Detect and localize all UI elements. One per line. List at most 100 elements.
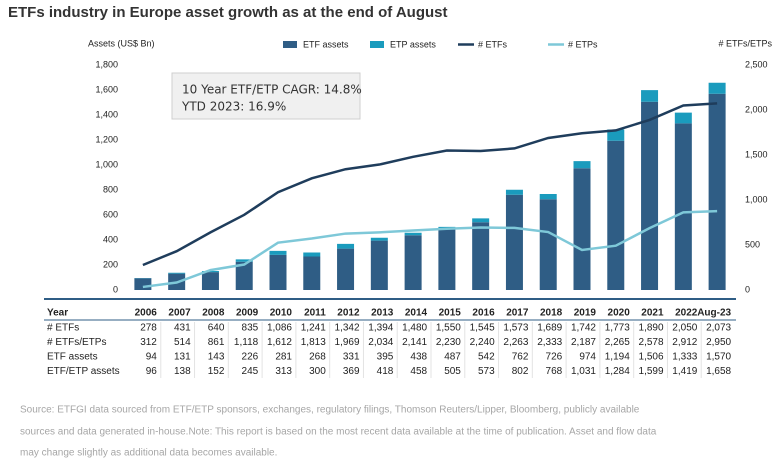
- y-tick-label: 600: [103, 209, 118, 219]
- table-cell: 2,912: [672, 337, 697, 348]
- table-cell: 312: [140, 337, 157, 348]
- table-row-label: ETF/ETP assets: [47, 366, 120, 377]
- table-cell: 2,950: [706, 337, 731, 348]
- table-cell: 861: [208, 337, 225, 348]
- y-axis-label: Assets (US$ Bn): [88, 38, 155, 48]
- y-tick-label: 800: [103, 184, 118, 194]
- table-cell: 2,230: [436, 337, 461, 348]
- y-tick-label: 200: [103, 259, 118, 269]
- table-cell: 1,570: [706, 352, 731, 363]
- table-cell: 278: [140, 323, 157, 334]
- x-tick-label: 2006: [135, 308, 158, 319]
- table-cell: 2,034: [368, 337, 393, 348]
- y2-tick-label: 1,500: [745, 149, 768, 159]
- x-tick-label: 2018: [540, 308, 563, 319]
- x-tick-label: 2017: [506, 308, 529, 319]
- x-tick-label: 2013: [371, 308, 394, 319]
- x-tick-label: 2007: [168, 308, 191, 319]
- bar: [201, 271, 219, 273]
- table-cell: 1,118: [234, 337, 259, 348]
- table-cell: 1,573: [503, 323, 528, 334]
- table-cell: 331: [343, 352, 360, 363]
- source-note: sources and data generated in-house.Note…: [20, 427, 657, 438]
- bar: [674, 123, 692, 290]
- legend-label: ETF assets: [303, 39, 349, 49]
- table-cell: 762: [512, 352, 529, 363]
- table-cell: 2,141: [402, 337, 427, 348]
- y2-tick-label: 0: [745, 284, 750, 294]
- table-cell: 152: [208, 366, 225, 377]
- table-cell: 768: [546, 366, 563, 377]
- table-cell: 505: [444, 366, 461, 377]
- x-tick-label: 2012: [337, 308, 360, 319]
- x-tick-label: 2022: [675, 308, 698, 319]
- table-cell: 438: [410, 352, 427, 363]
- bar: [404, 235, 422, 290]
- legend-swatch: [283, 41, 297, 48]
- table-cell: 138: [174, 366, 191, 377]
- table-cell: 1,658: [706, 366, 731, 377]
- table-cell: 573: [478, 366, 495, 377]
- y2-tick-label: 2,500: [745, 59, 768, 69]
- bar: [641, 101, 659, 290]
- y-tick-label: 1,800: [95, 59, 118, 69]
- table-cell: 281: [275, 352, 292, 363]
- table-cell: 1,813: [301, 337, 326, 348]
- table-cell: 1,342: [335, 323, 360, 334]
- table-cell: 1,194: [605, 352, 630, 363]
- bar: [505, 194, 523, 290]
- table-cell: 835: [242, 323, 259, 334]
- table-cell: 2,263: [503, 337, 528, 348]
- bar: [505, 189, 523, 195]
- x-tick-label: 2015: [439, 308, 462, 319]
- table-cell: 1,742: [571, 323, 596, 334]
- y-tick-label: 1,000: [95, 159, 118, 169]
- y-tick-label: 400: [103, 234, 118, 244]
- table-cell: 2,240: [470, 337, 495, 348]
- table-cell: 2,073: [706, 323, 731, 334]
- y-tick-label: 1,200: [95, 134, 118, 144]
- table-cell: 369: [343, 366, 360, 377]
- table-cell: 1,689: [537, 323, 562, 334]
- table-cell: 802: [512, 366, 529, 377]
- bar: [539, 199, 557, 290]
- table-cell: 1,480: [402, 323, 427, 334]
- y2-tick-label: 500: [745, 239, 760, 249]
- bar: [303, 256, 321, 290]
- line: [142, 209, 718, 289]
- legend-label: # ETFs: [478, 39, 508, 49]
- table-cell: 245: [242, 366, 259, 377]
- x-tick-label: 2010: [270, 308, 293, 319]
- source-note: may change slightly as additional data b…: [20, 448, 277, 459]
- chart-title: ETFs industry in Europe asset growth as …: [8, 4, 448, 21]
- y-tick-label: 0: [113, 284, 118, 294]
- table-row-label: # ETFs/ETPs: [47, 337, 106, 348]
- table-cell: 974: [579, 352, 596, 363]
- bar: [438, 229, 456, 290]
- bar: [134, 278, 152, 290]
- table-cell: 1,890: [639, 323, 664, 334]
- bar: [472, 218, 490, 223]
- table-cell: 514: [174, 337, 191, 348]
- bar: [708, 82, 726, 94]
- table-cell: 1,545: [470, 323, 495, 334]
- bar: [337, 248, 355, 290]
- bar: [269, 254, 287, 290]
- table-cell: 1,394: [368, 323, 393, 334]
- table-cell: 2,050: [672, 323, 697, 334]
- x-tick-label: Aug-23: [697, 308, 731, 319]
- bar: [235, 261, 253, 290]
- table-cell: 2,187: [571, 337, 596, 348]
- y-tick-label: 1,400: [95, 109, 118, 119]
- table-cell: 431: [174, 323, 191, 334]
- bar: [708, 93, 726, 290]
- table-header: Year: [47, 308, 68, 319]
- table-cell: 542: [478, 352, 495, 363]
- table-cell: 418: [377, 366, 394, 377]
- table-cell: 1,333: [672, 352, 697, 363]
- bar: [674, 112, 692, 124]
- table-cell: 96: [146, 366, 158, 377]
- bar: [573, 168, 591, 290]
- legend-label: ETP assets: [390, 39, 436, 49]
